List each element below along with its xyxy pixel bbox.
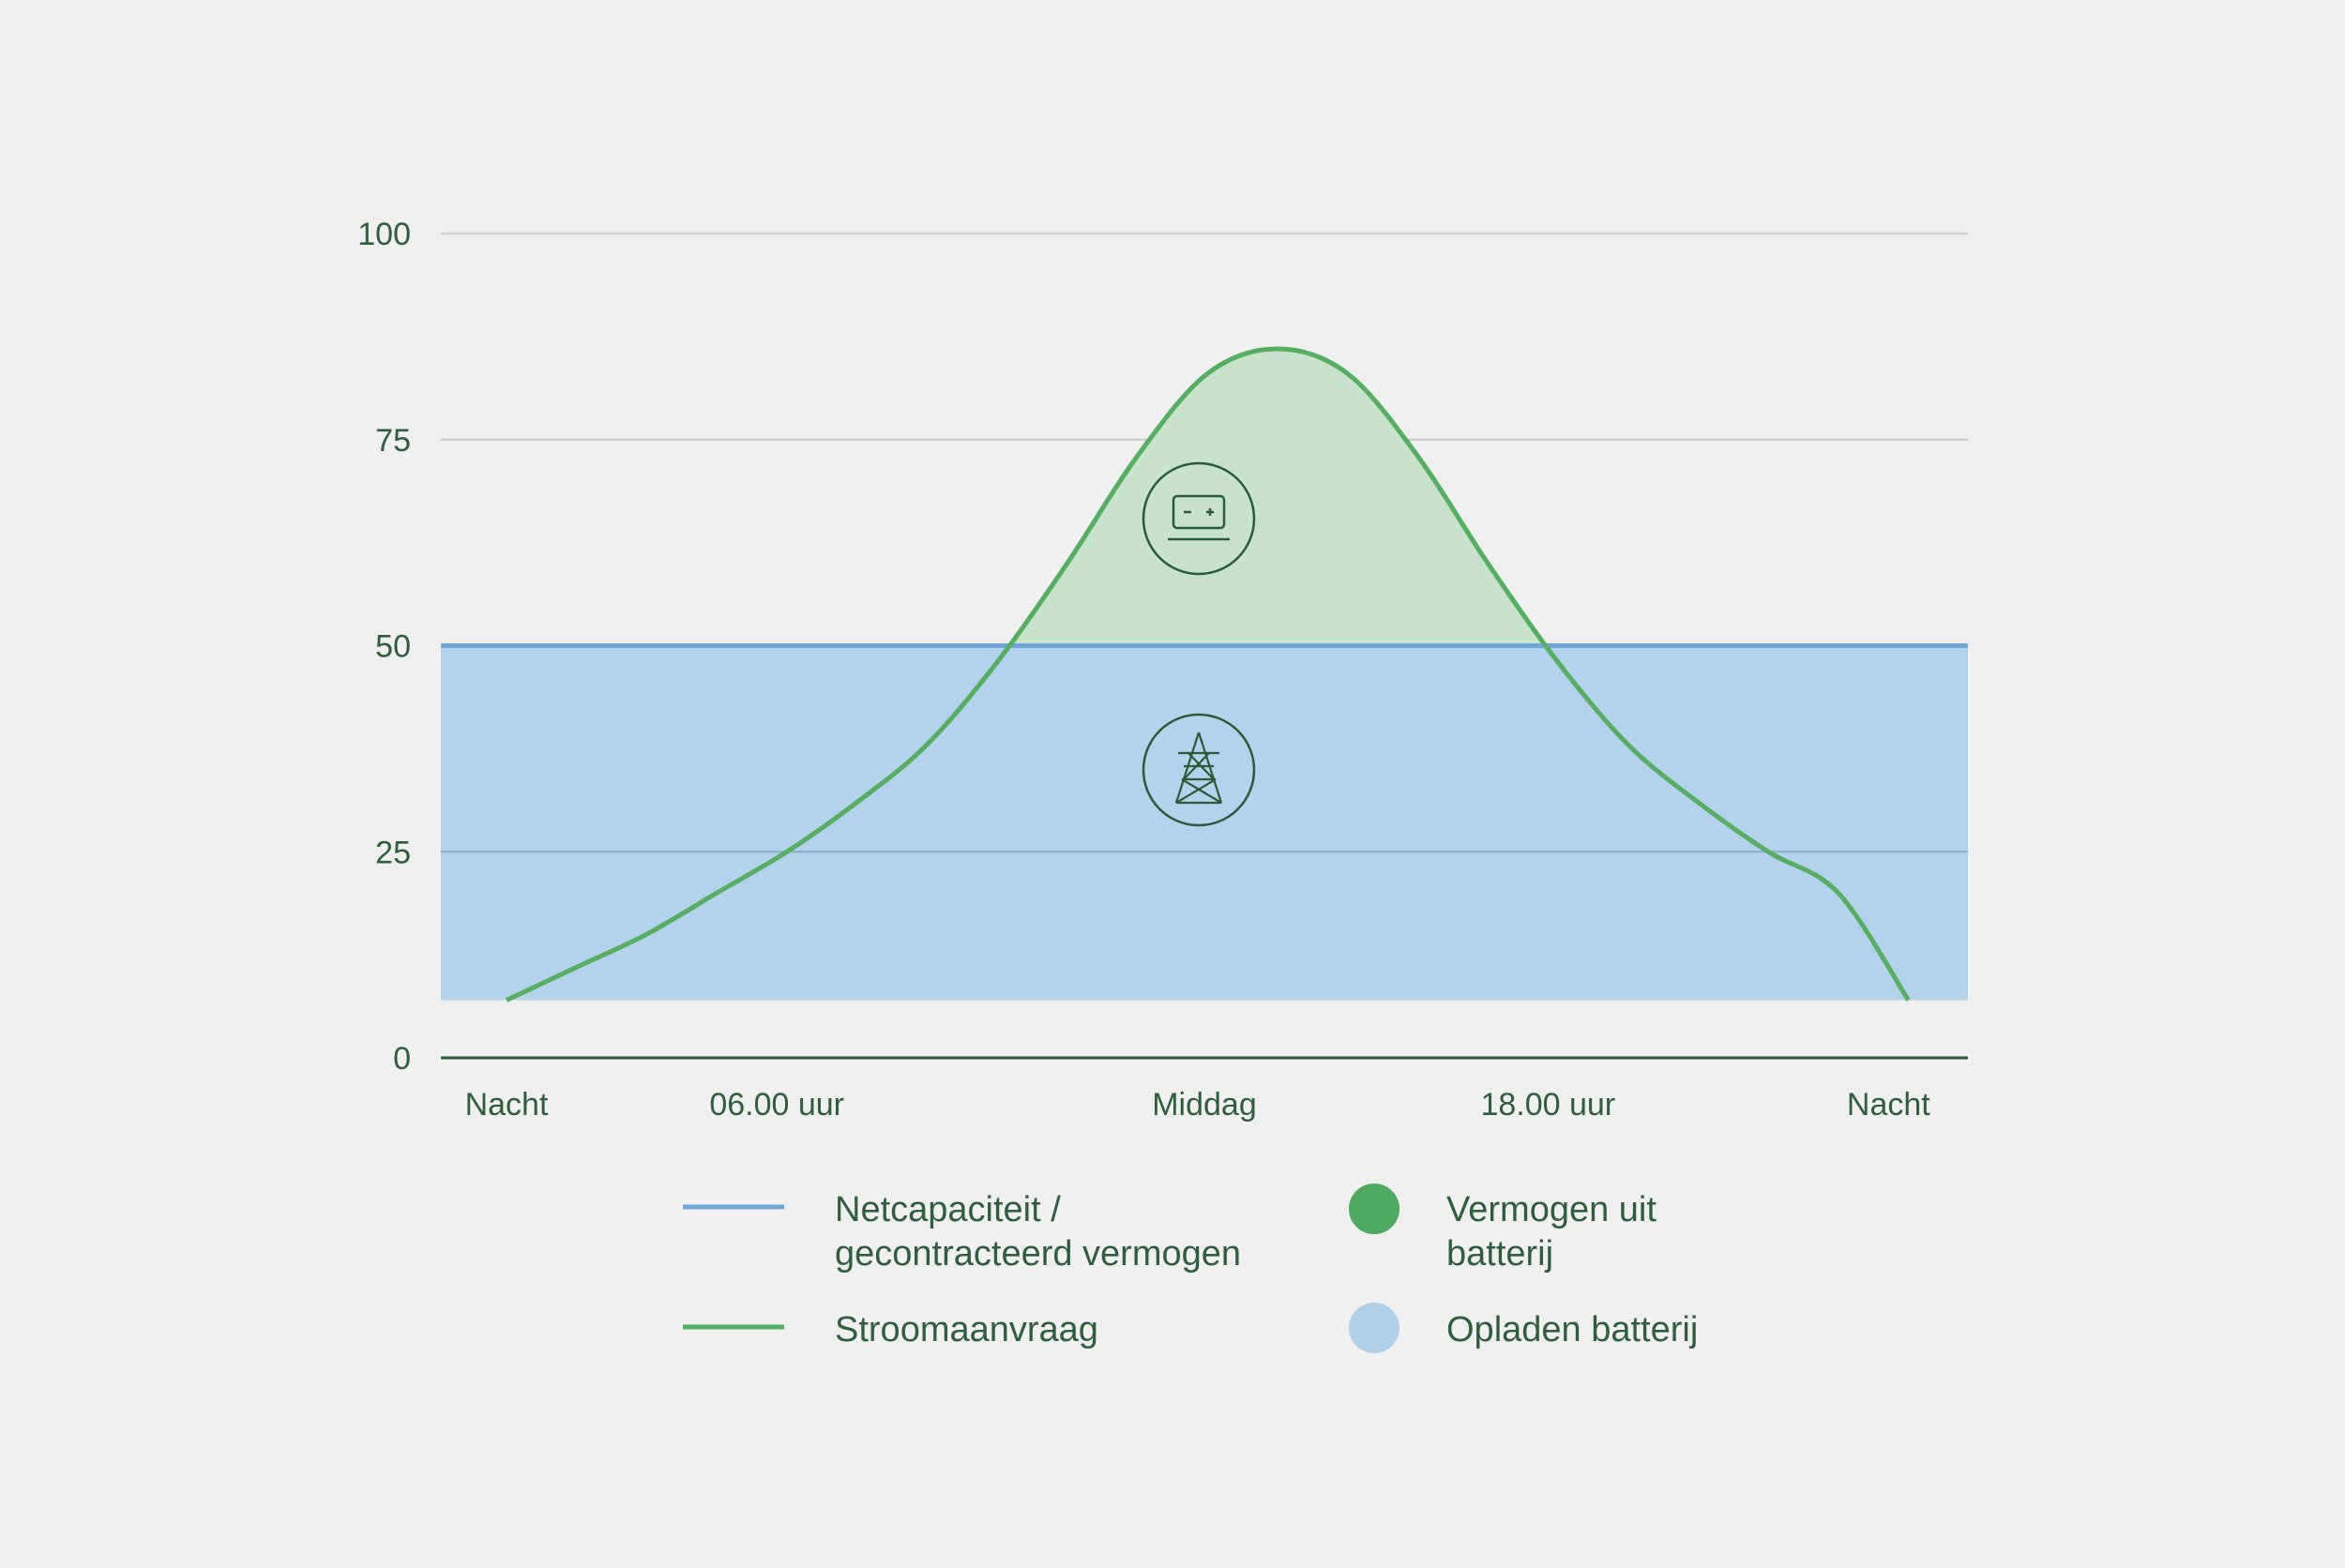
legend-label-line: Opladen batterij [1446,1310,1698,1349]
y-tick-label: 100 [357,217,411,252]
legend-dot-marker [1349,1184,1399,1234]
x-tick-label: 06.00 uur [709,1087,844,1123]
legend-label: Opladen batterij [1446,1310,1698,1349]
x-tick-label: Nacht [465,1087,549,1123]
chart-icons [1142,461,1256,827]
legend-label-line: Stroomaanvraag [835,1310,1098,1349]
x-tick-label: Nacht [1847,1087,1930,1123]
legend-label: Netcapaciteit / gecontracteerd vermogen [835,1190,1241,1274]
x-tick-labels: Nacht 06.00 uur Middag 18.00 uur Nacht [465,1087,1931,1123]
legend-item: Stroomaanvraag [683,1310,1098,1349]
legend-item: Opladen batterij [1349,1303,1698,1353]
legend-label-line: Netcapaciteit / [835,1190,1061,1229]
demand-line [505,346,1911,1003]
battery-output-fill [507,349,1909,646]
legend: Netcapaciteit / gecontracteerd vermogen Ve… [683,1184,1698,1353]
legend-label-line: Vermogen uit [1446,1190,1657,1229]
x-tick-label: Middag [1152,1087,1257,1123]
legend-item: Vermogen uit batterij [1349,1184,1657,1274]
charging-band-area [441,645,1968,1001]
chart-lines [441,346,1968,1003]
x-tick-label: 18.00 uur [1480,1087,1615,1123]
legend-dot-marker [1349,1303,1399,1353]
legend-label: Stroomaanvraag [835,1310,1098,1349]
legend-label-line: batterij [1446,1234,1553,1274]
battery-output-area [507,349,1909,646]
legend-item: Netcapaciteit / gecontracteerd vermogen [683,1190,1241,1274]
legend-label-line: gecontracteerd vermogen [835,1234,1241,1274]
charging-band [441,645,1968,1001]
y-tick-label: 0 [393,1041,411,1077]
y-tick-label: 25 [375,835,411,870]
battery-icon [1142,461,1256,576]
power-pylon-icon [1142,713,1256,827]
y-tick-label: 75 [375,423,411,459]
y-tick-labels: 0 25 50 75 100 [357,217,411,1077]
y-tick-label: 50 [375,629,411,665]
legend-label: Vermogen uit batterij [1446,1190,1657,1274]
